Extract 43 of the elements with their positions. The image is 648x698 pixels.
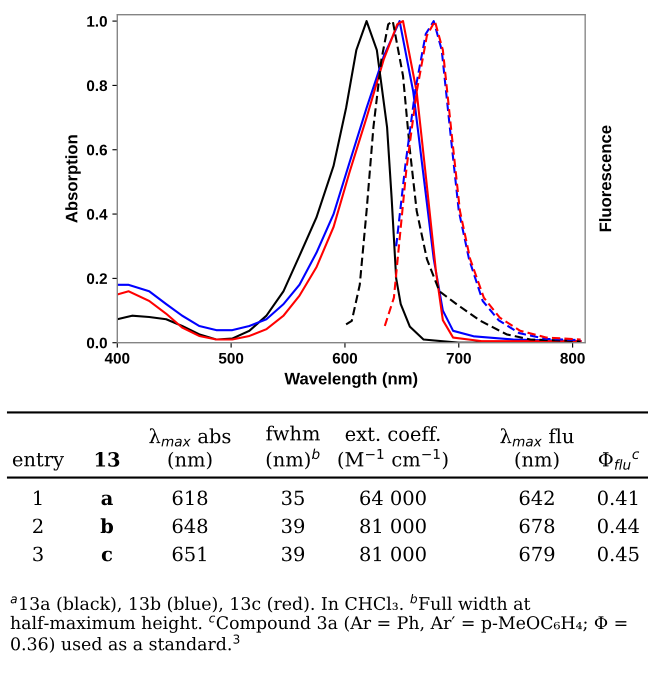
text: 39 <box>282 546 304 562</box>
y-tick-label: 0.8 <box>86 80 108 92</box>
text: 678 <box>520 518 554 534</box>
text: b <box>100 518 114 534</box>
text: c <box>102 550 112 562</box>
text: 618 <box>172 490 208 506</box>
text: 81 000 <box>360 546 426 562</box>
y-tick-label: 0.6 <box>86 144 108 156</box>
text: 64 000 <box>360 490 426 506</box>
y-tick-label: 0.0 <box>86 338 107 348</box>
text: 3 <box>33 546 43 562</box>
text: 642 <box>520 490 554 506</box>
text: 2 <box>33 518 42 534</box>
text: 13 <box>96 452 120 467</box>
y-tick-label: 1.0 <box>87 16 107 27</box>
y-tick-label: 0.2 <box>86 273 107 284</box>
text: a <box>102 494 113 506</box>
y-axis-title: Absorption <box>65 135 81 223</box>
text: 0.44 <box>598 518 640 534</box>
x-tick-label: 400 <box>104 352 130 364</box>
text: 81 000 <box>360 518 426 534</box>
x-tick-label: 500 <box>218 352 244 364</box>
text: ext. coeff. (M$^{−1}$ cm$^{−1}$) <box>338 426 448 470</box>
text: 1 <box>34 490 42 505</box>
text: 35 <box>282 490 304 506</box>
y2-axis-title: Fluorescence <box>599 126 612 232</box>
x-tick-label: 700 <box>446 352 471 364</box>
text: 0.45 <box>598 546 638 562</box>
x-tick-label: 600 <box>332 352 358 364</box>
text: 651 <box>172 546 206 562</box>
text: Φ$_{flu}$$^{c}$ <box>598 451 640 470</box>
text: $^{a}$13a (black), 13b (blue), 13c (red). In CHCl₃. $^{b}$Full width at half-maximum height. $^{c}$Compound 3a (Ar = Ph, Ar′ = p-MeOC₆H₄; Φ = 0.36) used as a standard.$^{3}$ <box>10 594 626 653</box>
text: 648 <box>172 518 208 534</box>
text: λ$_{max}$ abs (nm) <box>149 428 230 470</box>
text: entry <box>12 452 64 471</box>
x-tick-label: 800 <box>560 352 585 364</box>
text: 679 <box>520 546 554 562</box>
x-axis-title: Wavelength (nm) <box>284 372 418 388</box>
text: 0.41 <box>598 490 638 506</box>
text: fwhm (nm)$^{b}$ <box>266 426 320 470</box>
text: λ$_{max}$ flu (nm) <box>500 428 574 470</box>
y-tick-label: 0.4 <box>86 208 108 220</box>
text: 39 <box>282 518 304 534</box>
